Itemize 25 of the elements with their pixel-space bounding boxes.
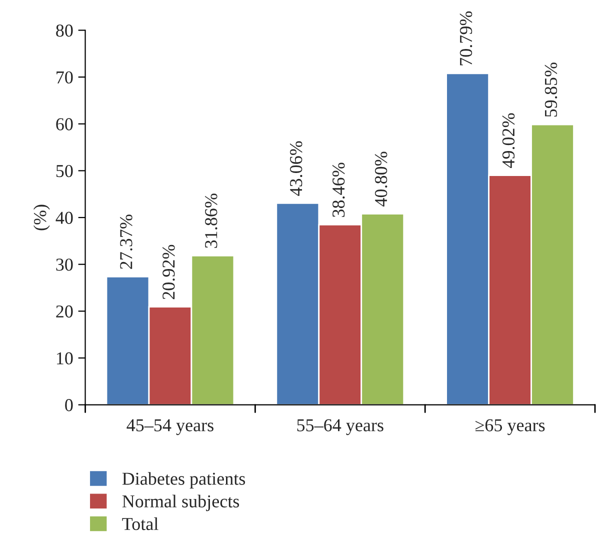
- y-tick-label: 0: [65, 399, 73, 412]
- legend-label: Normal subjects: [122, 494, 240, 512]
- data-label: 27.37%: [120, 214, 132, 269]
- data-label: 43.06%: [290, 141, 302, 196]
- data-label: 49.02%: [502, 113, 515, 168]
- y-tick-label: 80: [56, 24, 73, 37]
- x-tick-label: 45–54 years: [126, 419, 214, 436]
- y-tick-label: 50: [56, 164, 73, 178]
- y-tick-label: 60: [56, 118, 73, 130]
- legend-label: Diabetes patients: [122, 472, 246, 489]
- data-label: 40.80%: [374, 152, 388, 206]
- data-label: 70.79%: [460, 11, 472, 66]
- data-label: 31.86%: [205, 194, 218, 248]
- x-tick-label: 55–64 years: [297, 419, 384, 436]
- y-tick-label: 30: [56, 258, 73, 271]
- data-label: 38.46%: [332, 162, 345, 217]
- data-label: 59.85%: [544, 62, 558, 117]
- y-axis-title: (%): [33, 204, 50, 230]
- y-tick-label: 40: [56, 212, 73, 224]
- y-tick-label: 20: [56, 305, 73, 318]
- y-tick-label: 70: [56, 71, 73, 84]
- y-tick-label: 10: [56, 352, 73, 364]
- data-label: 20.92%: [162, 244, 175, 300]
- x-tick-label: ≥65 years: [475, 419, 545, 436]
- legend-label: Total: [122, 517, 158, 530]
